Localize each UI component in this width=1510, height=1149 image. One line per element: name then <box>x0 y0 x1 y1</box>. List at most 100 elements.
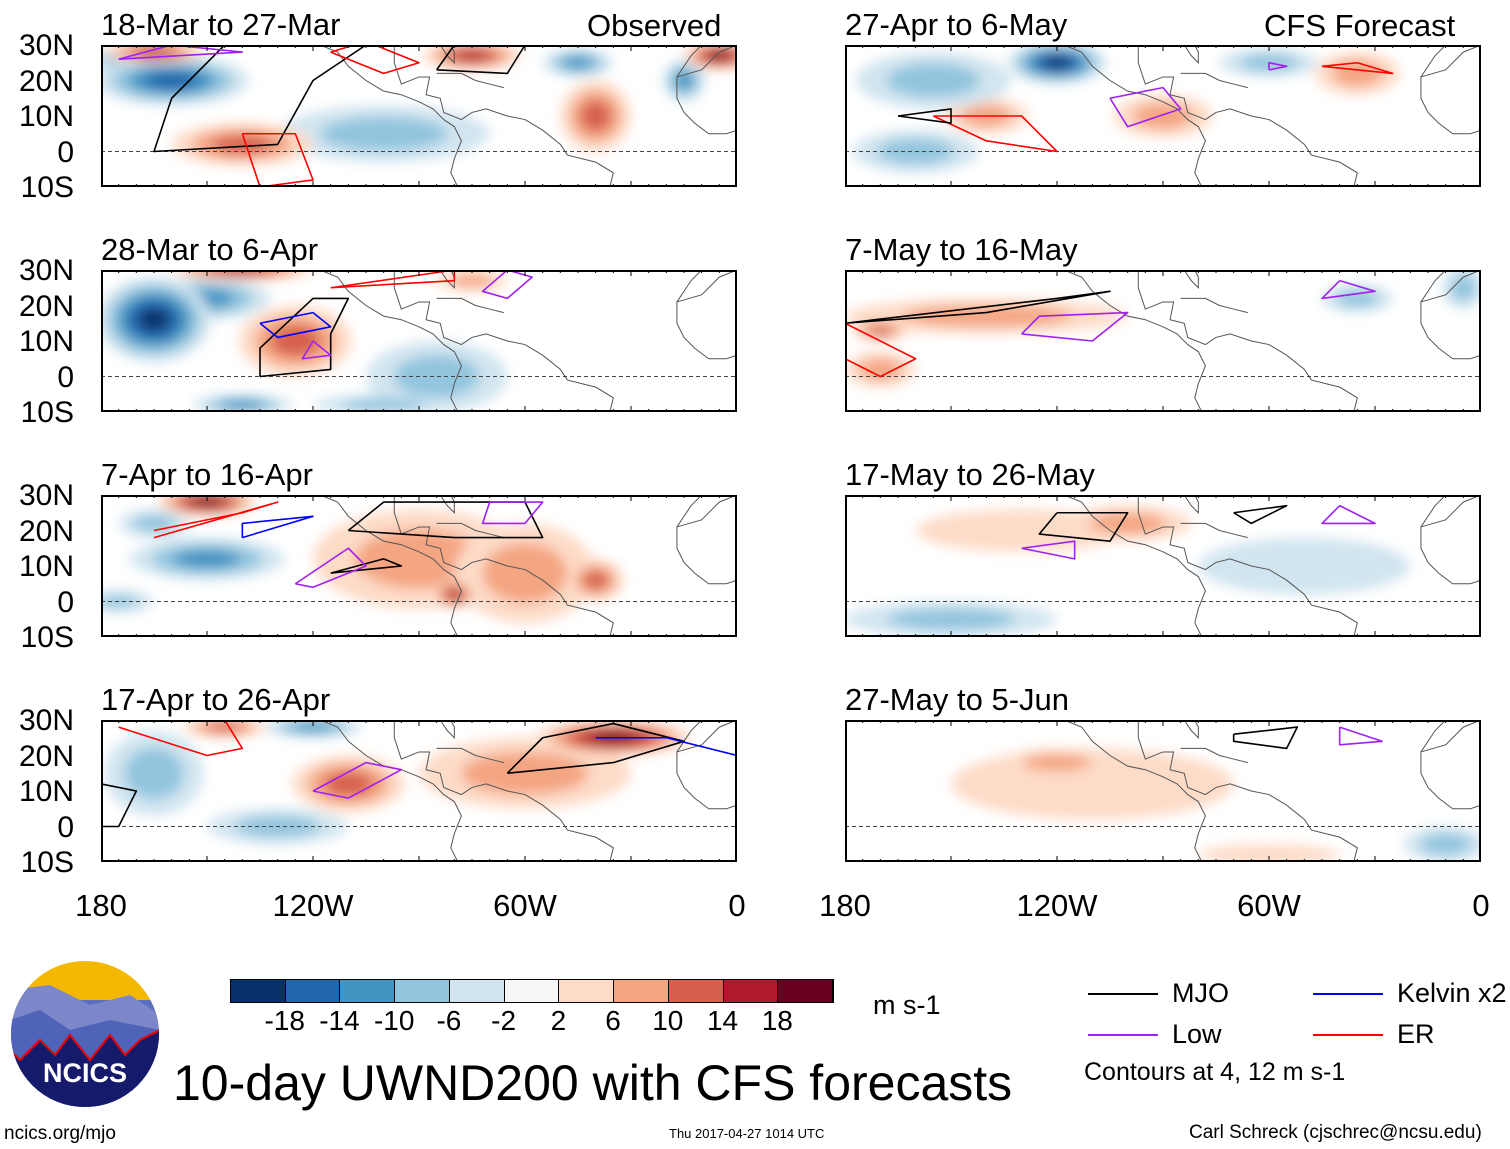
low-contour <box>1021 311 1129 342</box>
coastline <box>676 495 737 528</box>
lon-label: 60W <box>493 888 557 923</box>
coastline <box>319 720 462 862</box>
wind-anomaly-shade <box>1198 537 1411 595</box>
low-contour <box>312 761 403 799</box>
footer-timestamp: Thu 2017-04-27 1014 UTC <box>669 1126 825 1141</box>
mjo-contour <box>1232 726 1299 750</box>
lat-label: 20N <box>18 64 74 98</box>
er-contour <box>330 45 420 75</box>
kelvin-contour <box>595 736 737 757</box>
wind-anomaly-shade <box>271 325 320 357</box>
wind-anomaly-shade <box>124 747 184 799</box>
er-contour <box>1321 61 1394 75</box>
mjo-contour <box>1233 504 1288 525</box>
coastline <box>1063 495 1206 637</box>
lon-label: 180 <box>75 888 127 923</box>
low-contour <box>1021 540 1076 560</box>
lat-label: 10N <box>18 775 74 808</box>
mjo-contour <box>506 722 685 775</box>
colorbar-tick-label: -10 <box>373 1005 415 1036</box>
wind-anomaly-shade <box>137 48 171 56</box>
legend-line <box>1313 993 1383 995</box>
map-panel <box>101 45 737 187</box>
colorbar-tick-label: -14 <box>319 1005 360 1036</box>
mjo-contour <box>897 108 952 124</box>
map-panel <box>845 720 1481 862</box>
low-contour <box>294 547 367 589</box>
coastline <box>436 522 504 539</box>
lat-label: 10S <box>20 171 74 204</box>
legend-label: Kelvin x2 <box>1397 978 1507 1008</box>
lat-label: 10S <box>20 621 74 654</box>
legend-label: Low <box>1172 1019 1222 1049</box>
mjo-contour <box>259 297 350 378</box>
colorbar-swatch <box>395 980 450 1002</box>
colorbar-swatch <box>668 980 724 1002</box>
wind-anomaly-shade <box>320 116 448 151</box>
panel-title: 28-Mar to 6-Apr <box>101 232 319 267</box>
wind-anomaly-shade <box>461 751 589 795</box>
wind-anomaly-shade <box>1198 844 1340 862</box>
lat-label: 10N <box>18 325 74 358</box>
coastline <box>1063 720 1206 862</box>
map-panel <box>101 270 737 412</box>
lon-label: 0 <box>1472 888 1490 923</box>
wind-anomaly-shade <box>901 305 1072 327</box>
lon-label: 180 <box>819 888 871 923</box>
footer-url[interactable]: ncics.org/mjo <box>4 1123 116 1144</box>
lat-label: 30N <box>18 254 74 287</box>
units-label: m s-1 <box>873 990 941 1020</box>
coastline <box>436 747 504 764</box>
coastline <box>1180 522 1248 539</box>
colorbar-tick-label: 18 <box>761 1005 793 1036</box>
lat-label: 0 <box>57 360 74 394</box>
coastline <box>436 297 504 314</box>
wind-anomaly-shade <box>447 589 462 600</box>
low-contour <box>1321 279 1376 300</box>
wind-anomaly-shade <box>1023 754 1091 772</box>
coastline <box>1163 495 1199 514</box>
observed-label: Observed <box>587 8 722 43</box>
logo-text: NCICS <box>43 1058 127 1088</box>
colorbar-swatch <box>614 980 669 1002</box>
mjo-contour <box>330 558 403 574</box>
coastline <box>1420 45 1481 78</box>
er-contour <box>845 322 917 378</box>
lat-label: 20N <box>18 514 74 548</box>
lon-label: 60W <box>1237 888 1301 923</box>
legend-line <box>1313 1034 1383 1036</box>
wind-anomaly-shade <box>887 608 1015 630</box>
coastline <box>1180 72 1248 89</box>
legend-label: MJO <box>1172 978 1229 1008</box>
lat-label: 0 <box>57 135 74 169</box>
map-panel <box>101 720 737 862</box>
footer-author: Carl Schreck (cjschrec@ncsu.edu) <box>1189 1122 1482 1143</box>
coastline <box>393 495 614 637</box>
colorbar-swatch <box>504 980 560 1002</box>
coastline <box>1420 720 1481 810</box>
wind-anomaly-shade <box>580 100 611 132</box>
coastline <box>676 720 737 753</box>
forecast-label: CFS Forecast <box>1264 8 1456 43</box>
er-contour <box>241 132 314 187</box>
map-panel <box>845 495 1481 637</box>
coastline <box>1420 495 1481 528</box>
wind-anomaly-shade <box>1450 274 1477 301</box>
coastline <box>319 45 462 187</box>
lat-label: 20N <box>18 289 74 323</box>
colorbar-tick-label: 2 <box>550 1005 567 1036</box>
low-contour <box>1109 86 1182 128</box>
coastline <box>1137 720 1358 862</box>
low-contour <box>481 501 544 525</box>
colorbar-swatch <box>231 980 286 1002</box>
wind-anomaly-shade <box>1043 56 1071 69</box>
coastline <box>1137 495 1358 637</box>
coastline <box>1163 45 1199 64</box>
lat-label: 10N <box>18 100 74 133</box>
contour-note: Contours at 4, 12 m s-1 <box>1084 1058 1346 1086</box>
coastline <box>419 495 455 514</box>
mjo-contour <box>101 783 138 828</box>
panel-title: 7-May to 16-May <box>845 232 1078 267</box>
lat-label: 30N <box>18 479 74 512</box>
low-contour <box>1268 61 1288 71</box>
